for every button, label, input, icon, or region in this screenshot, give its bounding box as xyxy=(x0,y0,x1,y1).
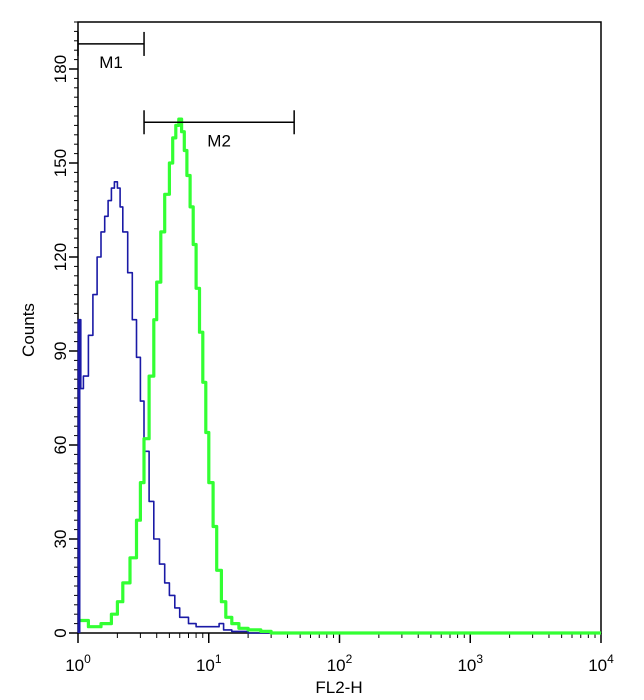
y-major-ticks: 0 30 60 90 120 150 180 xyxy=(51,55,78,638)
x-tick-label: 102 xyxy=(327,652,353,675)
y-tick-label: 120 xyxy=(51,243,70,271)
series-layer xyxy=(77,117,601,635)
x-tick-label: 100 xyxy=(65,652,91,675)
y-tick-label: 60 xyxy=(51,436,70,455)
sample-histogram-line xyxy=(78,117,601,635)
marker-layer: M1 M2 xyxy=(77,31,295,150)
gate-marker-label: M1 xyxy=(99,53,123,72)
y-tick-label: 180 xyxy=(51,55,70,83)
x-tick-label: 101 xyxy=(196,652,222,675)
x-ticks: 100 101 102 103 104 xyxy=(65,633,614,675)
y-tick-label: 150 xyxy=(51,149,70,177)
x-tick-label: 104 xyxy=(588,652,614,675)
y-tick-label: 0 xyxy=(51,628,70,637)
x-tick-label: 103 xyxy=(457,652,483,675)
y-tick-label: 90 xyxy=(51,342,70,361)
gate-marker-label: M2 xyxy=(207,131,231,150)
plot-frame xyxy=(77,21,602,634)
y-tick-label: 30 xyxy=(51,530,70,549)
y-axis-title: Counts xyxy=(19,303,38,357)
x-axis-title: FL2-H xyxy=(315,678,362,697)
control-histogram-line xyxy=(78,181,601,634)
